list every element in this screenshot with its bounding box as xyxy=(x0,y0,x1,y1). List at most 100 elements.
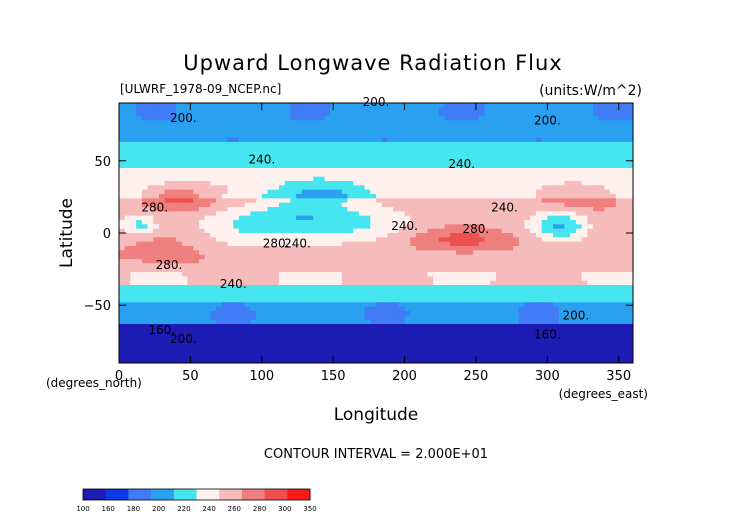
field-cell xyxy=(227,337,234,342)
field-cell xyxy=(216,150,223,156)
field-cell xyxy=(347,185,354,191)
field-cell xyxy=(564,315,571,321)
field-cell xyxy=(473,176,480,182)
field-cell xyxy=(176,259,183,264)
field-cell xyxy=(410,228,417,234)
field-cell xyxy=(433,211,440,217)
field-cell xyxy=(267,224,274,230)
field-cell xyxy=(547,155,554,160)
field-cell xyxy=(364,207,371,212)
field-cell xyxy=(507,111,514,117)
field-cell xyxy=(227,137,234,143)
field-cell xyxy=(610,103,617,108)
field-cell xyxy=(353,220,360,225)
field-cell xyxy=(410,289,417,295)
field-cell xyxy=(210,189,217,195)
field-cell xyxy=(450,259,457,264)
field-cell xyxy=(284,337,291,342)
field-cell xyxy=(535,254,543,260)
field-cell xyxy=(575,311,583,316)
field-cell xyxy=(427,319,434,325)
field-cell xyxy=(164,324,171,329)
field-cell xyxy=(313,246,320,251)
field-cell xyxy=(387,263,394,269)
field-cell xyxy=(296,211,303,217)
field-cell xyxy=(593,263,600,269)
field-cell xyxy=(587,202,594,208)
field-cell xyxy=(227,163,234,169)
field-cell xyxy=(130,298,137,303)
field-cell xyxy=(170,107,177,113)
field-cell xyxy=(615,224,623,230)
field-cell xyxy=(421,159,428,165)
field-cell xyxy=(564,306,571,312)
field-cell xyxy=(524,176,531,182)
field-cell xyxy=(376,324,383,329)
field-cell xyxy=(387,202,394,208)
field-cell xyxy=(581,306,588,312)
field-cell xyxy=(553,246,560,251)
field-cell xyxy=(461,315,468,321)
field-cell xyxy=(261,103,269,108)
field-cell xyxy=(136,293,143,299)
field-cell xyxy=(164,111,171,117)
field-cell xyxy=(164,289,171,295)
field-cell xyxy=(164,220,171,225)
field-cell xyxy=(370,181,377,186)
field-cell xyxy=(238,172,246,178)
field-cell xyxy=(535,124,543,130)
field-cell xyxy=(558,280,566,286)
field-cell xyxy=(615,146,623,152)
field-cell xyxy=(513,189,520,195)
field-cell xyxy=(307,302,314,308)
field-cell xyxy=(581,150,588,156)
field-cell xyxy=(490,228,497,234)
field-cell xyxy=(593,215,600,221)
field-cell xyxy=(318,103,326,108)
field-cell xyxy=(598,259,606,264)
field-cell xyxy=(404,198,411,204)
field-cell xyxy=(621,267,628,273)
field-cell xyxy=(250,111,257,117)
field-cell xyxy=(455,241,463,247)
field-cell xyxy=(415,194,423,199)
field-cell xyxy=(381,289,389,295)
field-cell xyxy=(615,124,623,130)
field-cell xyxy=(136,155,143,160)
field-cell xyxy=(347,107,354,113)
field-cell xyxy=(421,168,428,173)
field-cell xyxy=(119,267,126,273)
field-cell xyxy=(170,302,177,308)
field-cell xyxy=(490,233,497,238)
field-cell xyxy=(198,324,206,329)
field-cell xyxy=(313,111,320,117)
field-cell xyxy=(153,289,160,295)
field-cell xyxy=(233,311,240,316)
field-cell xyxy=(164,185,171,191)
field-cell xyxy=(307,285,314,290)
field-cell xyxy=(256,185,263,191)
field-cell xyxy=(621,207,628,212)
field-cell xyxy=(244,280,251,286)
field-cell xyxy=(353,142,360,147)
field-cell xyxy=(318,168,326,173)
field-cell xyxy=(256,146,263,152)
field-cell xyxy=(530,142,537,147)
field-cell xyxy=(261,129,269,134)
field-cell xyxy=(244,237,251,243)
field-cell xyxy=(227,198,234,204)
field-cell xyxy=(381,246,389,251)
field-cell xyxy=(495,289,503,295)
field-cell xyxy=(530,198,537,204)
field-cell xyxy=(541,241,548,247)
field-cell xyxy=(393,311,400,316)
field-cell xyxy=(541,332,548,338)
field-cell xyxy=(547,280,554,286)
field-cell xyxy=(313,133,320,139)
field-cell xyxy=(301,215,309,221)
field-cell xyxy=(558,241,566,247)
field-cell xyxy=(347,198,354,204)
field-cell xyxy=(467,103,474,108)
field-cell xyxy=(153,142,160,147)
field-cell xyxy=(324,263,331,269)
